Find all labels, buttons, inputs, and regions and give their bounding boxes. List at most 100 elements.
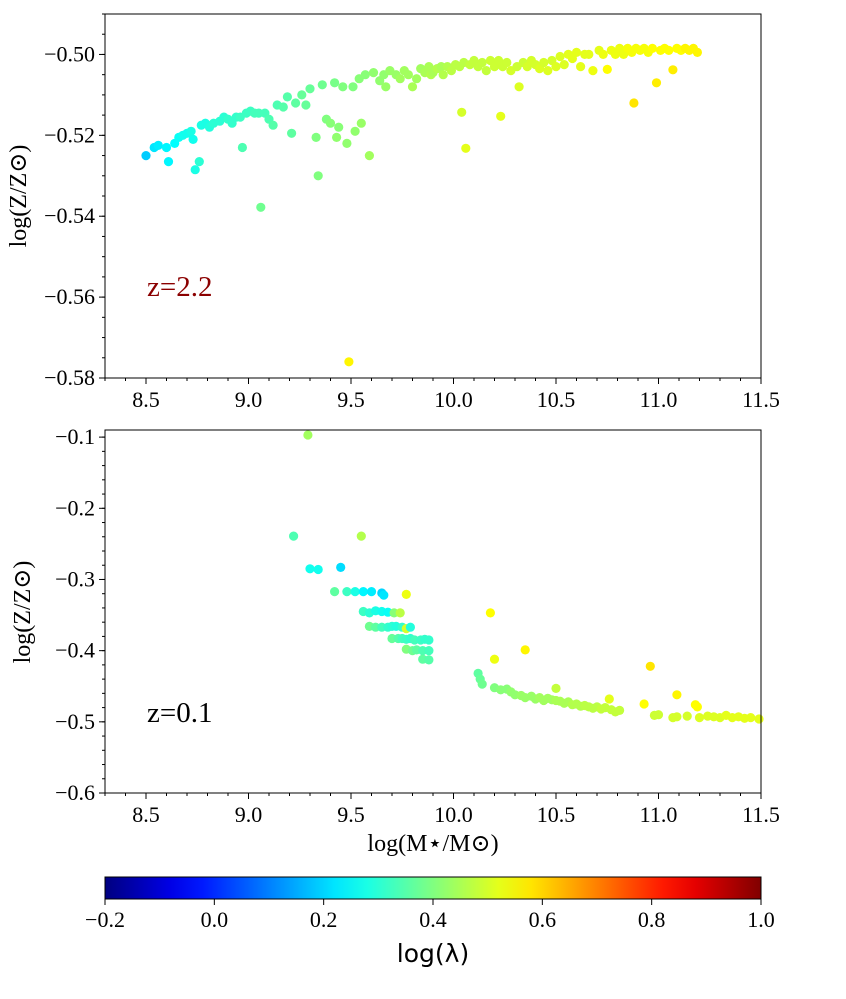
scatter-point bbox=[334, 122, 344, 132]
top-ticks: 8.5 9.0 9.5 10.0 10.5 11.0 11.5 −0.58 −0.56 −0.54… bbox=[44, 13, 780, 412]
x-tick-label: 9.0 bbox=[235, 387, 263, 412]
y-tick-label: −0.54 bbox=[44, 203, 95, 228]
scatter-point bbox=[551, 683, 561, 694]
colorbar-tick-label: 0.6 bbox=[529, 907, 557, 932]
scatter-point bbox=[364, 151, 374, 161]
scatter-point bbox=[514, 82, 524, 92]
scatter-point bbox=[754, 714, 764, 724]
colorbar-tick-label: 0.4 bbox=[419, 907, 447, 932]
scatter-point bbox=[348, 82, 358, 92]
scatter-point bbox=[350, 126, 360, 136]
bottom-ticks: 8.5 9.0 9.5 10.0 10.5 11.0 11.5 −0.6 −0.5 −0.4 −0.… bbox=[55, 424, 780, 827]
scatter-point bbox=[629, 98, 639, 108]
scatter-point bbox=[153, 140, 163, 150]
scatter-point bbox=[477, 679, 487, 689]
scatter-point bbox=[291, 98, 301, 108]
scatter-point bbox=[311, 132, 321, 142]
top-plot-frame bbox=[104, 13, 762, 379]
x-tick-label: 11.0 bbox=[640, 802, 678, 827]
panel-z2: 8.5 9.0 9.5 10.0 10.5 11.0 11.5 −0.58 −0.56 −0.54… bbox=[6, 13, 780, 412]
scatter-point bbox=[551, 62, 561, 72]
colorbar-tick-label: 0.8 bbox=[638, 907, 666, 932]
scatter-point bbox=[325, 118, 336, 128]
scatter-point bbox=[141, 151, 151, 161]
panel-z0: 8.5 9.0 9.5 10.0 10.5 11.0 11.5 −0.6 −0.5 −0.4 −0.… bbox=[10, 424, 780, 857]
scatter-point bbox=[188, 134, 198, 144]
scatter-point bbox=[604, 694, 614, 704]
scatter-point bbox=[381, 82, 391, 92]
scatter-point bbox=[237, 142, 247, 153]
scatter-point bbox=[287, 128, 297, 138]
scatter-point bbox=[358, 587, 368, 597]
scatter-point bbox=[489, 654, 500, 664]
scatter-point bbox=[330, 587, 340, 597]
x-tick-label: 8.5 bbox=[132, 802, 160, 827]
bottom-redshift-annotation: z=0.1 bbox=[147, 697, 212, 729]
scatter-point bbox=[342, 587, 352, 597]
y-tick-label: −0.58 bbox=[44, 365, 95, 390]
scatter-point bbox=[161, 142, 172, 153]
colorbar-ticks: −0.2 0.0 0.2 0.4 0.6 0.8 1.0 bbox=[85, 899, 775, 932]
scatter-point bbox=[403, 70, 413, 80]
scatter-point bbox=[496, 111, 506, 121]
top-redshift-annotation: z=2.2 bbox=[147, 271, 212, 303]
scatter-point bbox=[395, 608, 405, 618]
scatter-point bbox=[692, 47, 703, 58]
bottom-scatter-points bbox=[289, 430, 764, 724]
scatter-point bbox=[305, 564, 315, 574]
scatter-point bbox=[344, 357, 354, 367]
x-tick-label: 10.0 bbox=[434, 387, 473, 412]
x-tick-label: 8.5 bbox=[132, 387, 160, 412]
scatter-point bbox=[651, 78, 662, 88]
scatter-point bbox=[746, 713, 756, 723]
colorbar-label: log(λ) bbox=[397, 939, 469, 968]
scatter-point bbox=[282, 92, 292, 102]
scatter-point bbox=[672, 690, 682, 700]
y-tick-label: −0.56 bbox=[44, 284, 95, 309]
scatter-point bbox=[305, 84, 315, 94]
scatter-point bbox=[366, 587, 377, 597]
scatter-point bbox=[395, 74, 405, 84]
y-tick-label: −0.5 bbox=[55, 709, 95, 734]
scatter-point bbox=[313, 171, 323, 181]
scatter-point bbox=[368, 68, 379, 78]
top-scatter-points bbox=[141, 43, 703, 367]
scatter-point bbox=[163, 157, 174, 167]
scatter-point bbox=[407, 82, 418, 92]
scatter-point bbox=[412, 74, 422, 84]
scatter-point bbox=[639, 699, 649, 709]
scatter-point bbox=[424, 646, 434, 656]
scatter-point bbox=[330, 78, 340, 88]
scatter-point bbox=[576, 62, 586, 72]
x-tick-label: 11.0 bbox=[640, 387, 678, 412]
y-tick-label: −0.52 bbox=[44, 122, 95, 147]
colorbar-tick-label: 0.0 bbox=[201, 907, 229, 932]
y-tick-label: −0.1 bbox=[55, 424, 95, 449]
scatter-point bbox=[401, 589, 411, 600]
x-tick-label: 9.0 bbox=[235, 802, 263, 827]
scatter-point bbox=[543, 66, 553, 76]
scatter-point bbox=[268, 120, 278, 130]
scatter-point bbox=[539, 57, 549, 68]
scatter-point bbox=[194, 157, 204, 167]
scatter-point bbox=[317, 80, 327, 90]
x-tick-label: 10.5 bbox=[537, 387, 576, 412]
scatter-point bbox=[356, 118, 366, 128]
scatter-point bbox=[336, 562, 346, 573]
scatter-point bbox=[647, 43, 658, 54]
scatter-point bbox=[424, 655, 434, 665]
scatter-point bbox=[186, 126, 196, 136]
scatter-point bbox=[672, 712, 682, 722]
scatter-point bbox=[692, 702, 703, 712]
scatter-point bbox=[405, 622, 415, 632]
scatter-point bbox=[602, 64, 612, 74]
bottom-y-axis-label: log(Z/Z⊙) bbox=[10, 561, 36, 664]
scatter-point bbox=[645, 661, 655, 671]
scatter-point bbox=[457, 107, 467, 117]
colorbar-tick-label: 0.2 bbox=[310, 907, 338, 932]
scatter-point bbox=[481, 66, 491, 76]
scatter-point bbox=[668, 65, 678, 75]
x-tick-label: 11.5 bbox=[742, 802, 780, 827]
scatter-point bbox=[588, 66, 598, 76]
y-tick-label: −0.3 bbox=[55, 566, 95, 591]
